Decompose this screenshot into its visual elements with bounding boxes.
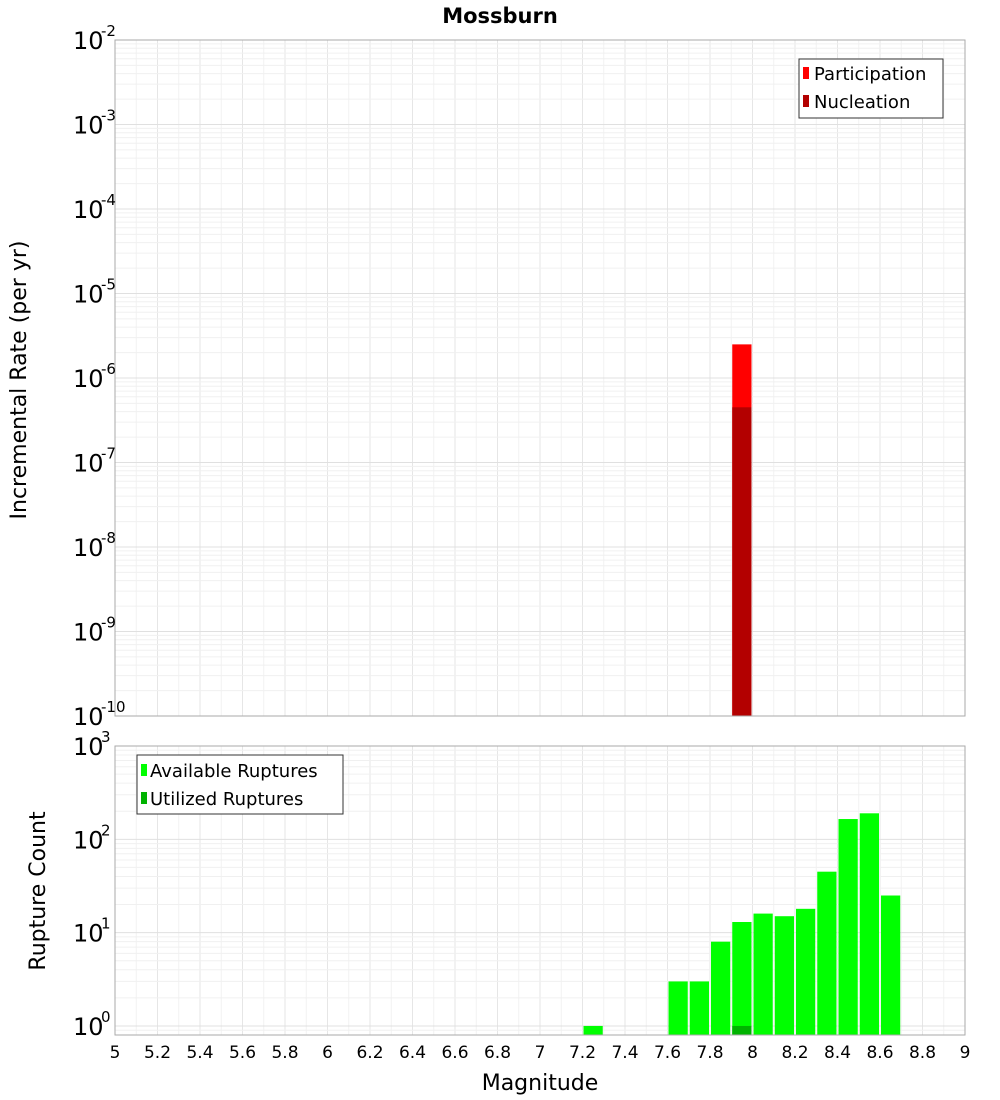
x-tick-label: 6.2 xyxy=(356,1043,383,1063)
top-plot-panel: 10-210-310-410-510-610-710-810-910-10 In… xyxy=(7,22,966,731)
x-tick-label: 6 xyxy=(322,1043,333,1063)
x-tick-label: 8.2 xyxy=(781,1043,808,1063)
y-tick-exponent: 2 xyxy=(101,821,111,839)
y-tick-label: 10 xyxy=(73,196,104,224)
y-tick-label: 10 xyxy=(73,534,104,562)
bottom-plot-frame xyxy=(114,745,966,1036)
y-tick-exponent: -2 xyxy=(101,22,116,40)
chart-title: Mossburn xyxy=(442,4,558,28)
top-bars xyxy=(732,344,752,716)
y-tick-exponent: 3 xyxy=(101,728,111,746)
bar-available-ruptures xyxy=(711,941,731,1035)
x-tick-label: 5.8 xyxy=(271,1043,298,1063)
x-tick-label: 6.8 xyxy=(484,1043,511,1063)
y-tick-label: 10 xyxy=(73,365,104,393)
x-tick-label: 5.6 xyxy=(229,1043,256,1063)
y-tick-label: 10 xyxy=(73,619,104,647)
bottom-legend-box xyxy=(136,754,344,815)
bar-available-ruptures xyxy=(881,895,901,1035)
y-tick-exponent: -6 xyxy=(101,360,116,378)
y-tick-exponent: -7 xyxy=(101,445,116,463)
legend-label-nucleation: Nucleation xyxy=(814,92,910,113)
top-legend: Participation Nucleation xyxy=(798,58,944,119)
y-tick-label: 10 xyxy=(73,27,104,55)
x-tick-label: 8.4 xyxy=(824,1043,851,1063)
y-tick-exponent: -8 xyxy=(101,529,116,547)
legend-swatch-nucleation xyxy=(803,95,809,107)
legend-label-utilized: Utilized Ruptures xyxy=(150,789,303,810)
bar-available-ruptures xyxy=(838,819,858,1035)
top-plot-frame xyxy=(114,39,966,717)
legend-label-available: Available Ruptures xyxy=(150,761,318,782)
y-tick-label: 10 xyxy=(73,1013,104,1041)
bar-nucleation xyxy=(732,407,752,716)
x-tick-label: 7.8 xyxy=(696,1043,723,1063)
bottom-legend: Available Ruptures Utilized Ruptures xyxy=(136,754,344,815)
top-legend-box xyxy=(798,58,944,119)
y-tick-exponent: -4 xyxy=(101,191,116,209)
y-tick-exponent: -9 xyxy=(101,614,116,632)
legend-label-participation: Participation xyxy=(814,64,926,85)
bar-available-ruptures xyxy=(732,922,752,1035)
x-tick-label: 6.4 xyxy=(399,1043,426,1063)
legend-swatch-available xyxy=(141,764,147,776)
bar-available-ruptures xyxy=(753,913,773,1035)
x-tick-label: 7.6 xyxy=(654,1043,681,1063)
x-tick-label: 9 xyxy=(960,1043,971,1063)
y-tick-label: 10 xyxy=(73,450,104,478)
x-tick-label: 5.2 xyxy=(144,1043,171,1063)
bar-utilized-ruptures xyxy=(732,1025,752,1035)
x-tick-labels: 5 5.2 5.4 5.6 5.8 6 6.2 6.4 6.6 6.8 7 7.2 7.4 7.6 7.8 8… xyxy=(110,1043,971,1063)
top-y-tick-labels: 10-210-310-410-510-610-710-810-910-10 xyxy=(73,22,126,731)
bar-available-ruptures xyxy=(817,871,837,1035)
bar-available-ruptures xyxy=(774,916,794,1035)
y-tick-exponent: -10 xyxy=(101,698,126,716)
y-tick-exponent: -3 xyxy=(101,107,116,125)
y-tick-label: 10 xyxy=(73,733,104,761)
top-y-axis-label: Incremental Rate (per yr) xyxy=(7,241,32,520)
x-tick-label: 8.6 xyxy=(866,1043,893,1063)
y-tick-label: 10 xyxy=(73,703,104,731)
bar-available-ruptures xyxy=(668,981,688,1035)
bottom-y-axis-label: Rupture Count xyxy=(26,811,51,971)
y-tick-label: 10 xyxy=(73,281,104,309)
bar-available-ruptures xyxy=(859,813,879,1035)
x-tick-label: 7.4 xyxy=(611,1043,638,1063)
legend-swatch-utilized xyxy=(141,792,147,804)
x-tick-label: 6.6 xyxy=(441,1043,468,1063)
x-tick-label: 7.2 xyxy=(569,1043,596,1063)
legend-swatch-participation xyxy=(803,67,809,79)
x-tick-label: 5.4 xyxy=(186,1043,213,1063)
y-tick-exponent: -5 xyxy=(101,276,116,294)
bar-available-ruptures xyxy=(689,981,709,1035)
bar-available-ruptures xyxy=(796,908,816,1035)
y-tick-label: 10 xyxy=(73,826,104,854)
x-tick-label: 7 xyxy=(535,1043,546,1063)
x-tick-label: 8.8 xyxy=(909,1043,936,1063)
bottom-bars xyxy=(583,813,901,1035)
x-axis-label: Magnitude xyxy=(482,1071,599,1096)
bar-available-ruptures xyxy=(583,1025,603,1035)
y-tick-label: 10 xyxy=(73,920,104,948)
y-tick-exponent: 1 xyxy=(101,915,111,933)
y-tick-exponent: 0 xyxy=(101,1008,111,1026)
x-tick-label: 8 xyxy=(747,1043,758,1063)
y-tick-label: 10 xyxy=(73,112,104,140)
top-grid xyxy=(114,40,966,717)
x-tick-label: 5 xyxy=(110,1043,121,1063)
